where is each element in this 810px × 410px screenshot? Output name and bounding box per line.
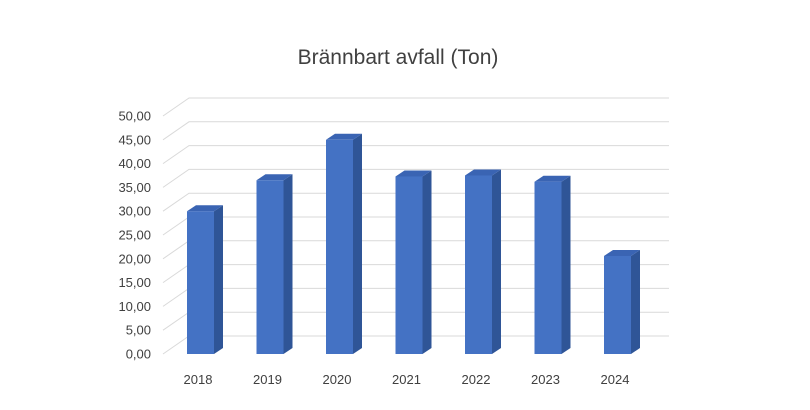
- bar: [326, 133, 362, 354]
- bar-top: [326, 133, 362, 140]
- x-tick-label: 2019: [253, 372, 282, 387]
- gridline: [162, 145, 669, 165]
- bar-side: [561, 175, 571, 354]
- bar-front: [604, 255, 631, 354]
- y-tick-label: 0,00: [126, 347, 151, 362]
- bar-top: [187, 205, 223, 212]
- y-axis-tick-labels: 0,00 5,00 10,00 15,00 20,00 25,00 30,00 35,00 40…: [118, 109, 151, 362]
- bar-side: [353, 133, 362, 354]
- y-tick-label: 25,00: [118, 228, 151, 243]
- x-tick-label: 2018: [184, 372, 213, 387]
- y-tick-label: 40,00: [118, 156, 151, 171]
- bars: [187, 133, 640, 354]
- bar: [465, 169, 501, 354]
- y-tick-label: 35,00: [118, 180, 151, 195]
- chart-title: Brännbart avfall (Ton): [297, 46, 499, 69]
- x-tick-label: 2020: [323, 372, 352, 387]
- bar-front: [534, 181, 562, 354]
- y-tick-label: 10,00: [118, 299, 151, 314]
- bar-top: [604, 249, 640, 256]
- bar: [534, 175, 571, 354]
- bar-side: [283, 174, 293, 354]
- bar: [395, 170, 432, 354]
- bar-front: [395, 176, 423, 354]
- bar-top: [395, 170, 432, 177]
- bar-top: [465, 169, 501, 176]
- bar: [604, 249, 640, 354]
- y-tick-label: 5,00: [126, 323, 151, 338]
- x-tick-label: 2024: [601, 372, 630, 387]
- bar-front: [465, 175, 492, 354]
- bar-side: [214, 205, 223, 354]
- y-tick-label: 45,00: [118, 132, 151, 147]
- bar-side: [422, 170, 432, 354]
- bar-front: [256, 180, 284, 354]
- bar-side: [631, 249, 640, 354]
- gridline: [162, 121, 669, 141]
- x-axis-tick-labels: 2018 2019 2020 2021 2022 2023 2024: [184, 372, 630, 387]
- y-tick-label: 15,00: [118, 275, 151, 290]
- gridline: [162, 97, 669, 117]
- y-tick-label: 30,00: [118, 204, 151, 219]
- bar: [187, 205, 223, 354]
- y-tick-label: 50,00: [118, 109, 151, 124]
- x-tick-label: 2021: [392, 372, 421, 387]
- x-tick-label: 2022: [462, 372, 491, 387]
- bar: [256, 174, 293, 354]
- bar-top: [534, 175, 571, 182]
- gridline: [162, 192, 669, 212]
- x-tick-label: 2023: [531, 372, 560, 387]
- bar-top: [256, 174, 293, 181]
- bar-side: [492, 169, 501, 354]
- bar-front: [326, 139, 353, 354]
- bar-front: [187, 211, 214, 354]
- y-tick-label: 20,00: [118, 251, 151, 266]
- gridline: [162, 168, 669, 188]
